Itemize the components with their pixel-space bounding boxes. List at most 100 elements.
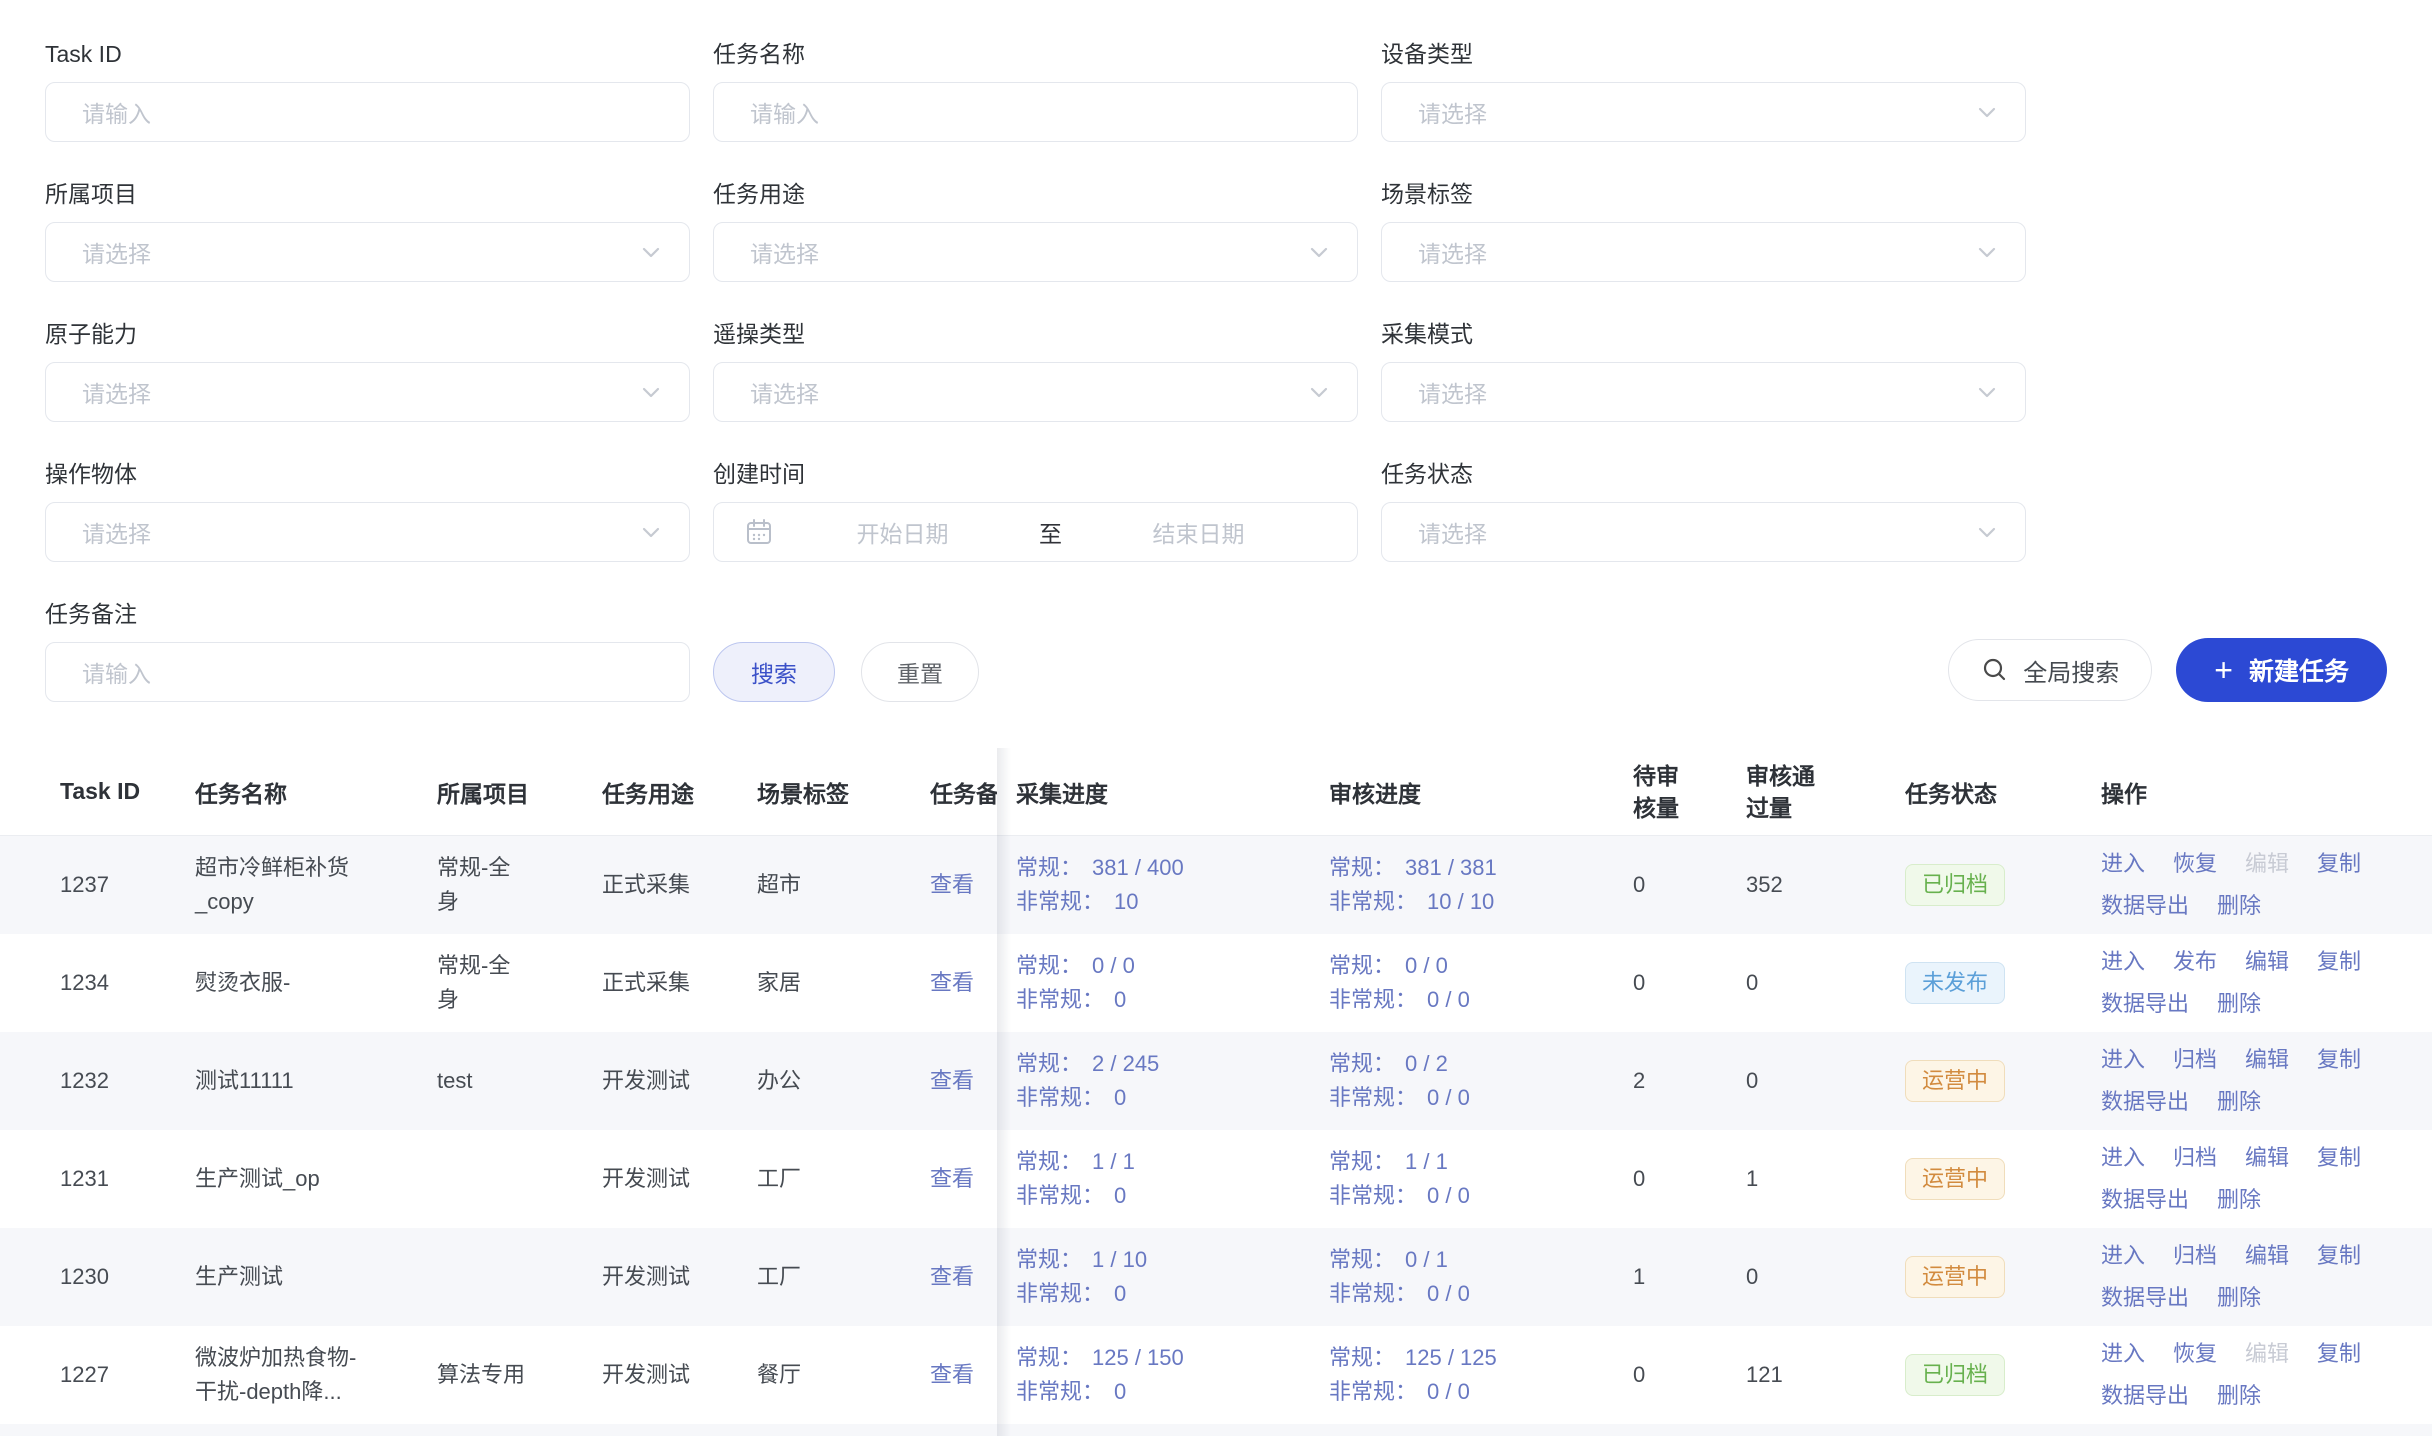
row-actions: 进入 归档 编辑 复制数据导出 删除	[2101, 1141, 2402, 1217]
action-export-link[interactable]: 数据导出	[2101, 1089, 2190, 1114]
view-remark-link[interactable]: 查看	[930, 1068, 975, 1093]
task-id-input[interactable]: 请输入	[45, 82, 690, 142]
view-remark-link[interactable]: 查看	[930, 970, 975, 995]
reset-button[interactable]: 重置	[861, 642, 979, 702]
filter-field-scene-tag: 场景标签 请选择	[1381, 180, 2026, 282]
cell-approved-count: 352	[1746, 872, 1783, 897]
cell-scene-tag: 超市	[757, 872, 802, 897]
cell-review-progress: 常规： 0 / 1 非常规： 0 / 0	[1329, 1247, 1470, 1306]
cell-pending-count: 0	[1633, 872, 1646, 897]
action-publish-link[interactable]: 发布	[2173, 949, 2218, 974]
action-copy-link[interactable]: 复制	[2317, 1145, 2362, 1170]
action-delete-link[interactable]: 删除	[2217, 1285, 2262, 1310]
collection-mode-select[interactable]: 请选择	[1381, 362, 2026, 422]
start-date-placeholder[interactable]: 开始日期	[856, 521, 949, 547]
new-task-button[interactable]: + 新建任务	[2176, 638, 2387, 702]
action-edit-link[interactable]: 编辑	[2245, 1243, 2290, 1268]
action-copy-link[interactable]: 复制	[2317, 1047, 2362, 1072]
action-edit-link[interactable]: 编辑	[2245, 949, 2290, 974]
action-export-link[interactable]: 数据导出	[2101, 991, 2190, 1016]
cell-task-id: 1231	[60, 1166, 109, 1191]
action-copy-link[interactable]: 复制	[2317, 1243, 2362, 1268]
cell-purpose: 开发测试	[602, 1166, 691, 1191]
filter-label: 采集模式	[1381, 321, 1473, 347]
cell-approved-count: 0	[1746, 1068, 1759, 1093]
action-enter-link[interactable]: 进入	[2101, 851, 2146, 876]
action-delete-link[interactable]: 删除	[2217, 1089, 2262, 1114]
calendar-icon	[747, 519, 771, 544]
placeholder: 请输入	[82, 101, 151, 127]
action-copy-link[interactable]: 复制	[2317, 1341, 2362, 1366]
action-export-link[interactable]: 数据导出	[2101, 1285, 2190, 1310]
end-date-placeholder[interactable]: 结束日期	[1152, 521, 1245, 547]
global-search-button[interactable]: 全局搜索	[1948, 639, 2153, 701]
project-select[interactable]: 请选择	[45, 222, 690, 282]
scene-tag-select[interactable]: 请选择	[1381, 222, 2026, 282]
task-status-select[interactable]: 请选择	[1381, 502, 2026, 562]
view-remark-link[interactable]: 查看	[930, 1362, 975, 1387]
action-delete-link[interactable]: 删除	[2217, 1383, 2262, 1408]
task-purpose-select[interactable]: 请选择	[713, 222, 1358, 282]
action-copy-link[interactable]: 复制	[2317, 949, 2362, 974]
cell-approved-count: 121	[1746, 1362, 1783, 1387]
action-edit-link[interactable]: 编辑	[2245, 1047, 2290, 1072]
table-row: 1231 生产测试_op 开发测试 工厂 查看 常规： 1 / 1 非常规： 0 常…	[0, 1130, 2432, 1228]
action-enter-link[interactable]: 进入	[2101, 1145, 2146, 1170]
action-delete-link[interactable]: 删除	[2217, 991, 2262, 1016]
col-project: 所属项目	[437, 780, 529, 807]
task-name-input[interactable]: 请输入	[713, 82, 1358, 142]
action-archive-link[interactable]: 归档	[2173, 1047, 2218, 1072]
device-type-select[interactable]: 请选择	[1381, 82, 2026, 142]
cell-scene-tag: 工厂	[757, 1264, 802, 1289]
view-remark-link[interactable]: 查看	[930, 1166, 975, 1191]
action-edit-link[interactable]: 编辑	[2245, 1145, 2290, 1170]
action-restore-link[interactable]: 恢复	[2173, 851, 2218, 876]
task-remark-input[interactable]: 请输入	[45, 642, 690, 702]
cell-pending-count: 0	[1633, 1166, 1646, 1191]
action-enter-link[interactable]: 进入	[2101, 1243, 2146, 1268]
search-button[interactable]: 搜索	[713, 642, 835, 702]
new-task-label: 新建任务	[2248, 658, 2349, 686]
cell-approved-count: 0	[1746, 970, 1759, 995]
placeholder: 请选择	[1418, 521, 1487, 547]
action-enter-link[interactable]: 进入	[2101, 1341, 2146, 1366]
cell-project: 常规-全身	[437, 855, 511, 914]
cell-project: 常规-全身	[437, 953, 511, 1012]
create-time-range[interactable]: 开始日期 至 结束日期	[713, 502, 1358, 562]
cell-task-name: 超市冷鲜柜补货_copy	[195, 855, 350, 914]
atomic-capability-select[interactable]: 请选择	[45, 362, 690, 422]
filter-field-create-time: 创建时间 开始日期 至 结束日期	[713, 460, 1358, 562]
action-delete-link[interactable]: 删除	[2217, 893, 2262, 918]
action-copy-link[interactable]: 复制	[2317, 851, 2362, 876]
table-row: 1230 生产测试 开发测试 工厂 查看 常规： 1 / 10 非常规： 0 常规：…	[0, 1228, 2432, 1326]
filter-field-operation-object: 操作物体 请选择	[45, 460, 690, 562]
teleop-type-select[interactable]: 请选择	[713, 362, 1358, 422]
action-export-link[interactable]: 数据导出	[2101, 1187, 2190, 1212]
next-row-edge	[0, 1424, 2432, 1436]
cell-pending-count: 0	[1633, 1362, 1646, 1387]
cell-pending-count: 1	[1633, 1264, 1646, 1289]
view-remark-link[interactable]: 查看	[930, 872, 975, 897]
action-restore-link[interactable]: 恢复	[2173, 1341, 2218, 1366]
action-enter-link[interactable]: 进入	[2101, 949, 2146, 974]
filter-label: 场景标签	[1381, 181, 1473, 207]
status-badge: 已归档	[1905, 1354, 2006, 1396]
action-export-link[interactable]: 数据导出	[2101, 893, 2190, 918]
action-delete-link[interactable]: 删除	[2217, 1187, 2262, 1212]
view-remark-link[interactable]: 查看	[930, 1264, 975, 1289]
cell-scene-tag: 餐厅	[757, 1362, 802, 1387]
action-enter-link[interactable]: 进入	[2101, 1047, 2146, 1072]
cell-purpose: 正式采集	[602, 970, 691, 995]
cell-scene-tag: 工厂	[757, 1166, 802, 1191]
filter-field-task-remark: 任务备注 请输入	[45, 600, 690, 702]
action-archive-link[interactable]: 归档	[2173, 1145, 2218, 1170]
action-export-link[interactable]: 数据导出	[2101, 1383, 2190, 1408]
action-archive-link[interactable]: 归档	[2173, 1243, 2218, 1268]
placeholder: 请选择	[82, 521, 151, 547]
row-actions: 进入 发布 编辑 复制数据导出 删除	[2101, 945, 2402, 1021]
operation-object-select[interactable]: 请选择	[45, 502, 690, 562]
col-remark: 任务备注	[930, 780, 997, 807]
cell-collect-progress: 常规： 2 / 245 非常规： 0	[1016, 1051, 1160, 1110]
filter-label: 所属项目	[45, 181, 137, 207]
col-scene-tag: 场景标签	[757, 780, 849, 807]
